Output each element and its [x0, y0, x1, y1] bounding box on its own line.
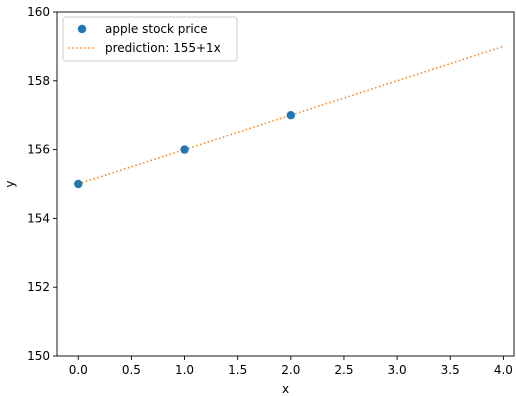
legend-label: apple stock price	[105, 22, 208, 36]
x-tick-label: 0.0	[69, 363, 88, 377]
y-tick-label: 150	[27, 349, 50, 363]
data-point	[180, 145, 189, 154]
prediction-line	[78, 45, 504, 185]
x-tick-label: 1.5	[228, 363, 247, 377]
legend-box	[62, 16, 238, 62]
legend-marker	[77, 24, 87, 34]
legend-label: prediction: 155+1x	[105, 41, 221, 55]
x-tick-label: 0.5	[122, 363, 141, 377]
data-point	[74, 179, 83, 189]
axes-frame	[56, 11, 515, 357]
x-tick-label: 3.5	[441, 363, 460, 377]
x-tick-label: 4.0	[494, 363, 513, 377]
y-axis-label: y	[3, 180, 17, 187]
x-axis-label: x	[282, 382, 289, 396]
y-tick-label: 152	[27, 280, 50, 294]
x-tick-label: 1.0	[175, 363, 194, 377]
x-tick-label: 3.0	[388, 363, 407, 377]
data-point	[286, 111, 296, 120]
y-tick-label: 156	[27, 143, 50, 157]
y-tick-label: 154	[27, 211, 50, 225]
y-tick-label: 160	[27, 5, 50, 19]
axes: 0.0 0.5 1.0 1.5 2.0 2.5 3.0 3.5 4.0 150 152 154 156 1…	[27, 5, 515, 377]
x-tick-label: 2.5	[334, 363, 353, 377]
y-tick-label: 158	[27, 74, 50, 88]
legend: apple stock price prediction: 155+1x	[62, 16, 238, 62]
plot-area	[74, 45, 504, 189]
x-tick-label: 2.0	[281, 363, 300, 377]
